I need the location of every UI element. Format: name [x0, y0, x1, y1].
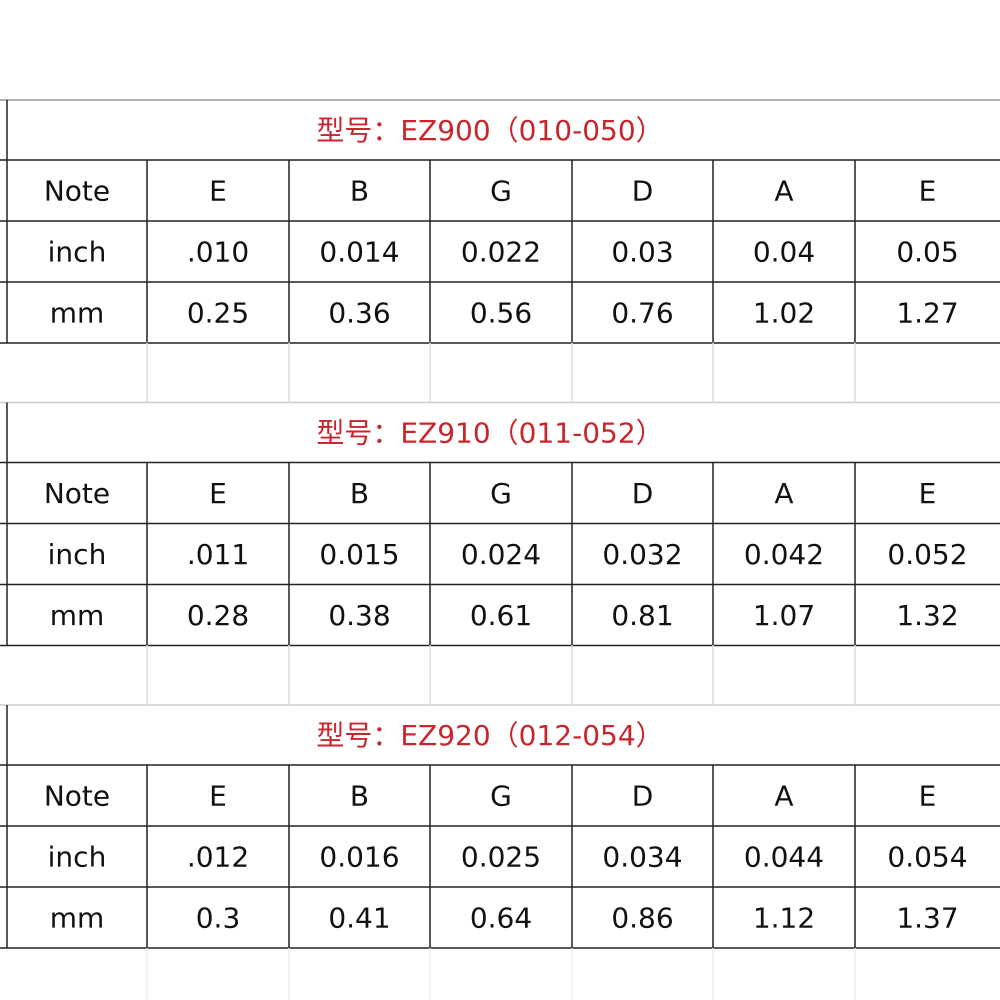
cell: Note — [44, 477, 110, 510]
cell: 1.37 — [896, 902, 958, 935]
cell: Note — [44, 780, 110, 813]
cell: 0.015 — [319, 538, 399, 571]
cell: 0.024 — [461, 538, 541, 571]
cell: B — [350, 780, 369, 813]
cell: inch — [48, 236, 107, 269]
cell: 0.38 — [328, 599, 390, 632]
cell: G — [490, 175, 512, 208]
cell: A — [774, 175, 793, 208]
cell: 0.022 — [461, 236, 541, 269]
cell: D — [632, 780, 654, 813]
cell: E — [209, 780, 227, 813]
cell: 0.025 — [461, 841, 541, 874]
cell: 1.02 — [753, 297, 815, 330]
cell: .012 — [187, 841, 249, 874]
cell: 0.05 — [896, 236, 958, 269]
cell: 0.03 — [611, 236, 673, 269]
cell: E — [209, 477, 227, 510]
cell: 0.054 — [887, 841, 967, 874]
table-title: 型号：EZ900（010-050） — [316, 114, 663, 147]
cell: mm — [50, 902, 105, 935]
cell: 0.032 — [602, 538, 682, 571]
cell: 0.64 — [470, 902, 532, 935]
cell: 0.86 — [611, 902, 673, 935]
cell: 1.12 — [753, 902, 815, 935]
cell: 0.56 — [470, 297, 532, 330]
cell: 0.41 — [328, 902, 390, 935]
cell: D — [632, 477, 654, 510]
cell: 0.034 — [602, 841, 682, 874]
cell: 0.042 — [744, 538, 824, 571]
cell: 0.28 — [187, 599, 249, 632]
cell: 0.61 — [470, 599, 532, 632]
cell: 0.76 — [611, 297, 673, 330]
cell: inch — [48, 538, 107, 571]
cell: 0.052 — [887, 538, 967, 571]
cell: 0.04 — [753, 236, 815, 269]
cell: mm — [50, 297, 105, 330]
cell: 1.27 — [896, 297, 958, 330]
cell: 0.014 — [319, 236, 399, 269]
cell: Note — [44, 175, 110, 208]
cell: 1.32 — [896, 599, 958, 632]
cell: .011 — [187, 538, 249, 571]
cell: E — [209, 175, 227, 208]
cell: E — [919, 780, 937, 813]
cell: 0.36 — [328, 297, 390, 330]
table-title: 型号：EZ910（011-052） — [316, 417, 663, 450]
cell: 0.016 — [319, 841, 399, 874]
cell: .010 — [187, 236, 249, 269]
cell: B — [350, 175, 369, 208]
cell: inch — [48, 841, 107, 874]
cell: B — [350, 477, 369, 510]
cell: 0.81 — [611, 599, 673, 632]
cell: 0.25 — [187, 297, 249, 330]
cell: D — [632, 175, 654, 208]
cell: 0.044 — [744, 841, 824, 874]
cell: 1.07 — [753, 599, 815, 632]
cell: mm — [50, 599, 105, 632]
table-title: 型号：EZ920（012-054） — [316, 719, 663, 752]
cell: E — [919, 175, 937, 208]
cell: G — [490, 477, 512, 510]
cell: A — [774, 780, 793, 813]
cell: G — [490, 780, 512, 813]
cell: E — [919, 477, 937, 510]
cell: A — [774, 477, 793, 510]
cell: 0.3 — [196, 902, 241, 935]
